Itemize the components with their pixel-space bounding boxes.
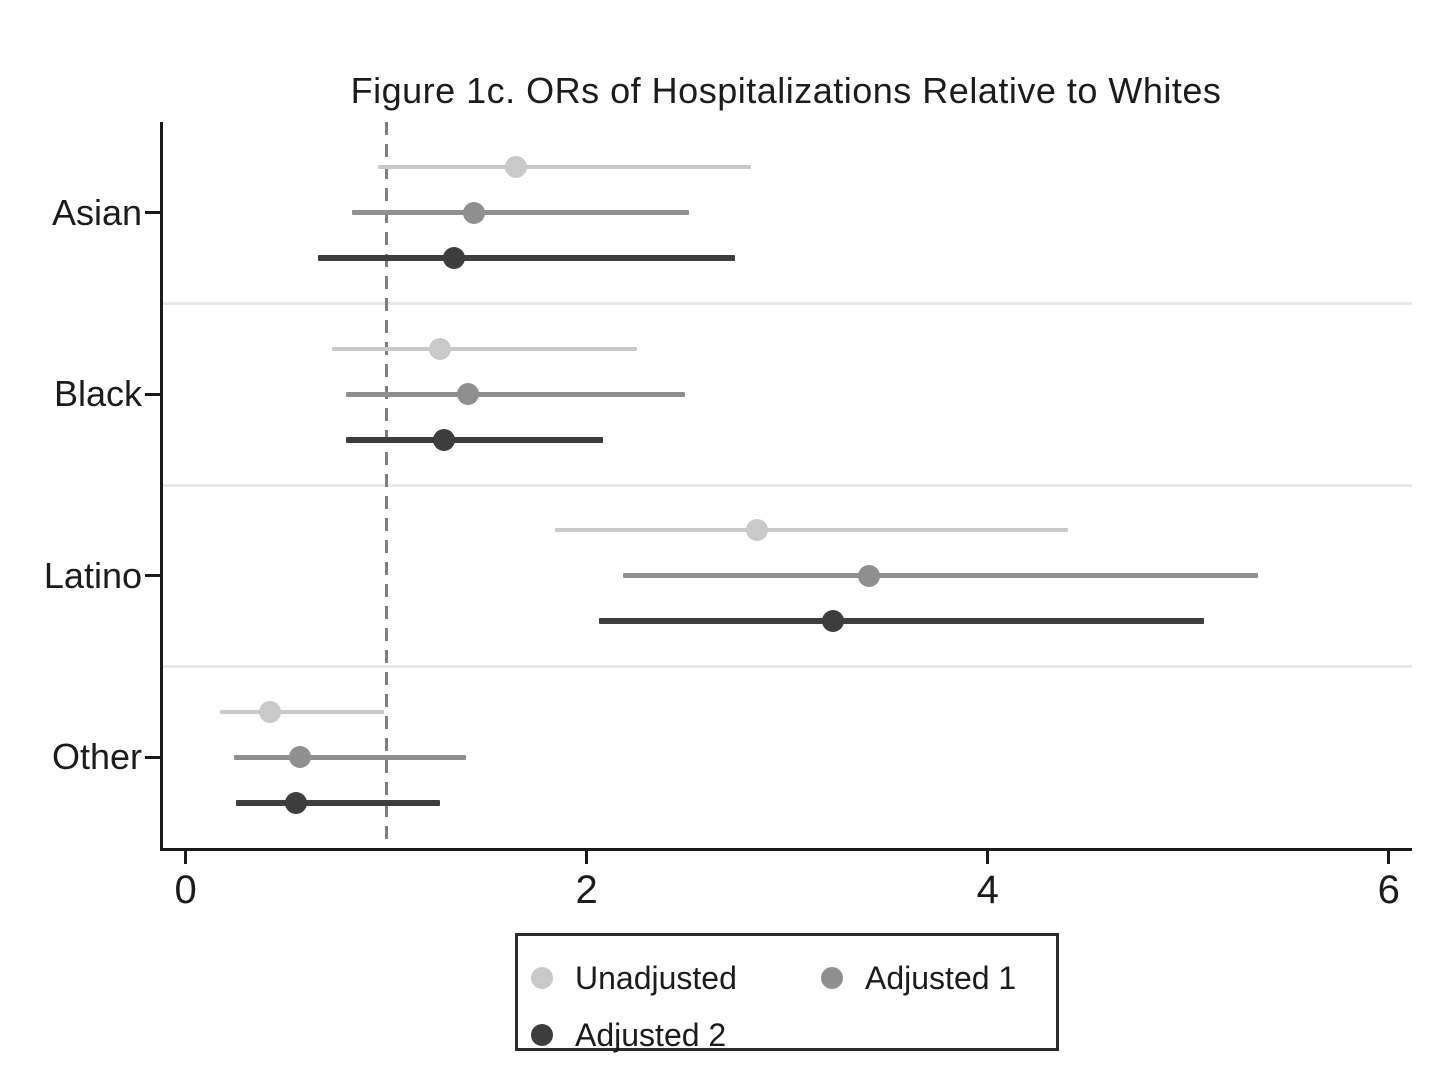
data-point	[258, 700, 281, 723]
data-point	[284, 791, 307, 814]
legend-item-adjusted-1: Adjusted 1	[821, 956, 1016, 1000]
x-axis-tick	[1387, 851, 1391, 864]
x-axis-tick	[585, 851, 589, 864]
y-axis-tick	[145, 755, 160, 759]
ci-line	[622, 573, 1259, 579]
legend-label-unadjusted: Unadjusted	[575, 959, 737, 996]
data-point	[858, 564, 881, 587]
band-separator-line	[163, 302, 1412, 305]
data-point	[443, 247, 466, 270]
ci-line	[346, 436, 603, 443]
ci-line	[233, 754, 467, 760]
chart-title: Figure 1c. ORs of Hospitalizations Relat…	[350, 70, 1222, 111]
reference-line	[384, 122, 388, 848]
category-label: Black	[53, 373, 142, 415]
band-separator-line	[163, 483, 1412, 487]
ci-line	[352, 210, 689, 216]
y-axis-tick	[145, 392, 160, 396]
x-axis-tick-label: 2	[575, 868, 598, 912]
category-label: Asian	[51, 191, 142, 233]
x-axis-tick	[986, 851, 990, 864]
legend-box: Unadjusted Adjusted 1 Adjusted 2	[515, 933, 1059, 1053]
legend-marker-adjusted-2-icon	[531, 1024, 553, 1046]
data-point	[429, 337, 452, 360]
band-separator-line	[163, 665, 1412, 668]
ci-line	[378, 165, 752, 170]
x-axis-tick-label: 0	[174, 868, 197, 912]
ci-line	[317, 255, 736, 262]
plot-area	[160, 122, 1412, 851]
legend-item-unadjusted: Unadjusted	[531, 956, 737, 1000]
data-point	[457, 383, 480, 406]
ci-line	[219, 709, 385, 714]
y-axis-tick	[145, 211, 160, 215]
data-point	[746, 519, 769, 542]
ci-line	[598, 618, 1205, 625]
ci-line	[346, 391, 685, 397]
category-label: Other	[51, 736, 142, 778]
data-point	[822, 610, 845, 633]
x-axis-tick-label: 6	[1377, 868, 1400, 912]
legend-label-adjusted-2: Adjusted 2	[575, 1016, 727, 1053]
legend-label-adjusted-1: Adjusted 1	[865, 959, 1017, 996]
ci-line	[331, 346, 637, 351]
legend-marker-adjusted-1-icon	[821, 967, 843, 989]
x-axis-tick-label: 4	[976, 868, 999, 912]
ci-line	[235, 799, 441, 806]
ci-line	[554, 528, 1068, 533]
data-point	[463, 201, 486, 224]
x-axis-tick	[184, 851, 188, 864]
legend-marker-unadjusted-icon	[531, 967, 553, 989]
data-point	[433, 428, 456, 451]
y-axis-tick	[145, 574, 160, 578]
data-point	[288, 746, 311, 769]
category-label: Latino	[43, 554, 142, 596]
data-point	[505, 156, 528, 179]
legend-item-adjusted-2: Adjusted 2	[531, 1013, 726, 1057]
